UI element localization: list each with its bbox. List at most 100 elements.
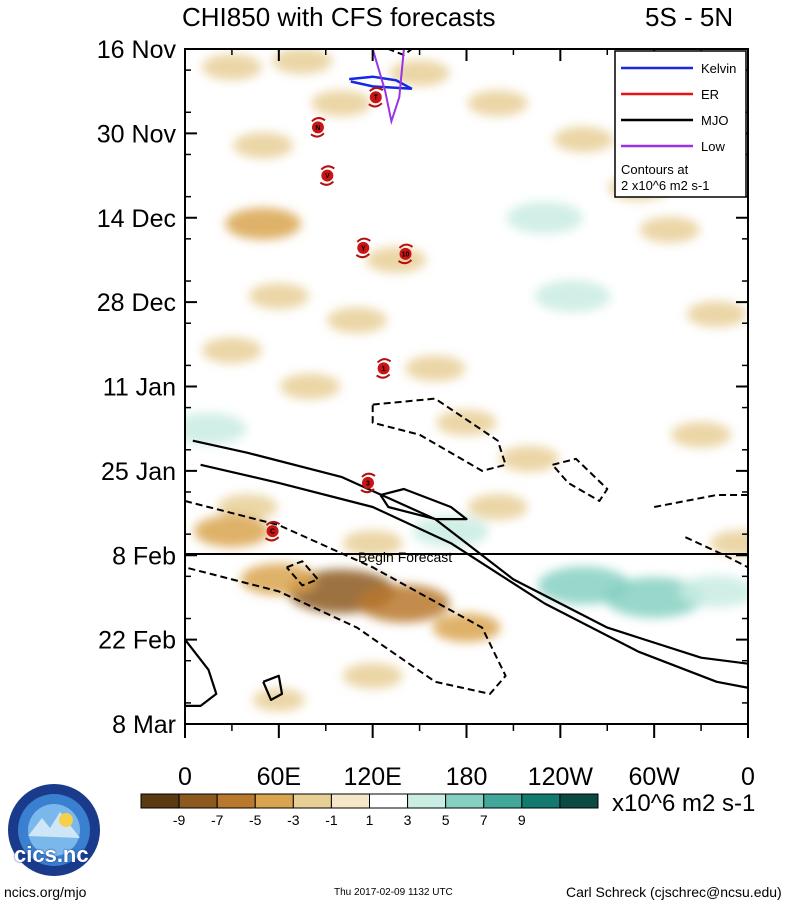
colorbar-label: 5 [442, 812, 450, 828]
legend-box [614, 50, 747, 198]
units-label: x10^6 m2 s-1 [612, 790, 756, 817]
anomaly-cell [467, 494, 528, 521]
anomaly-cell [420, 168, 481, 195]
storm-marker: V [319, 165, 335, 186]
colorbar-label: 9 [518, 812, 526, 828]
kelvin-contour [349, 75, 413, 91]
x-tick-label: 120W [528, 763, 594, 791]
storm-body [399, 247, 412, 260]
anomaly-cell [342, 662, 403, 689]
storm-marker: T [368, 86, 384, 108]
storm-label: T [374, 95, 379, 102]
storm-body [357, 241, 370, 254]
anomaly-cell [639, 216, 700, 243]
storm-label: C [270, 529, 275, 536]
colorbar-swatch [292, 793, 332, 809]
anomaly-cell [686, 301, 747, 328]
low-contour [371, 49, 405, 126]
anomaly-cell [710, 530, 748, 557]
anomaly-cell [186, 252, 247, 279]
anomaly-cell [366, 246, 427, 273]
mjo-contour-positive [262, 674, 284, 701]
x-tick-label: 120E [343, 763, 401, 791]
storm-swirl [264, 520, 281, 542]
y-tick-label: 28 Dec [97, 289, 176, 317]
colorbar-label: -3 [287, 812, 300, 828]
mjo-contour-positive [192, 439, 748, 665]
anomaly-cell [671, 421, 732, 448]
colorbar-swatch [330, 793, 370, 809]
storm-body [321, 169, 334, 182]
storm-label: 1 [382, 366, 386, 373]
anomaly-cell [405, 289, 466, 316]
storm-swirl [368, 86, 384, 108]
storm-label: N [315, 125, 320, 132]
footer-url[interactable]: ncics.org/mjo [4, 884, 87, 900]
anomaly-cell [389, 60, 450, 87]
colorbar-swatch [216, 793, 256, 809]
colorbar: -9 -7 -5 -3 -1 1 3 5 7 9 [140, 793, 599, 828]
storm-label: 3 [366, 480, 370, 487]
y-tick-label: 11 Jan [103, 374, 176, 402]
storm-label: 10 [402, 251, 410, 258]
mjo-contour-negative [387, 49, 413, 56]
storm-swirl [319, 165, 335, 186]
x-tick-label: 60E [257, 763, 301, 791]
legend-label-mjo: MJO [701, 113, 728, 128]
x-tick-label: 0 [178, 763, 192, 791]
storm-label: Y [361, 245, 366, 252]
storm-marker: Y [355, 237, 371, 259]
mjo-contour-negative [684, 536, 748, 569]
anomaly-cell [280, 373, 341, 400]
legend: Kelvin ER MJO Low Contours at2 x10^6 m2 s-1 [614, 50, 747, 198]
anomaly-cell [311, 90, 372, 117]
anomaly-cell [193, 515, 270, 548]
y-axis: 16 Nov 30 Nov 14 Dec 28 Dec 11 Jan 25 Jan 8 Fe… [97, 36, 748, 739]
footer-author: Carl Schreck (cjschrec@ncsu.edu) [566, 884, 782, 900]
anomaly-cell [327, 307, 388, 334]
colorbar-swatch [407, 793, 447, 809]
colorbar-swatch [254, 793, 294, 809]
storm-marker: C [264, 520, 281, 542]
anomaly-cell [436, 409, 497, 436]
anomaly-cell [405, 355, 466, 382]
anomaly-cell [217, 90, 278, 117]
anomaly-cell [248, 283, 309, 310]
legend-label-er: ER [701, 87, 719, 102]
y-tick-label: 30 Nov [97, 120, 177, 148]
legend-note-1: Contours at [621, 162, 689, 177]
y-tick-label: 14 Dec [97, 205, 176, 233]
storm-label: V [325, 173, 330, 180]
forecast-label: Begin Forecast [358, 549, 452, 565]
anomaly-cell [240, 563, 317, 596]
anomaly-cell [201, 337, 262, 364]
mjo-contour-positive [379, 487, 468, 521]
wave-contours [349, 49, 413, 126]
colorbar-swatch [140, 793, 180, 809]
anomaly-cell [671, 686, 732, 713]
anomaly-cell [233, 132, 294, 159]
anomaly-cell [592, 265, 653, 292]
anomaly-cell [311, 192, 372, 219]
storm-markers: T N V Y 10 1 3 C [264, 86, 414, 542]
x-tick-label: 60W [628, 763, 680, 791]
storm-marker: 3 [360, 472, 376, 494]
storm-body [377, 362, 390, 375]
anomaly-cell [467, 240, 528, 267]
anomaly-cell [225, 207, 302, 240]
cics-logo [4, 780, 104, 880]
anomaly-cell [491, 319, 552, 346]
anomaly-cell [561, 518, 622, 545]
colorbar-swatch [369, 793, 409, 809]
storm-swirl [310, 117, 326, 138]
y-tick-label: 8 Mar [112, 711, 176, 739]
colorbar-swatch [521, 793, 561, 809]
mjo-contour-positive [200, 463, 748, 689]
storm-marker: N [310, 117, 326, 138]
colorbar-label: -7 [211, 812, 224, 828]
anomaly-cell [295, 439, 356, 466]
anomaly-cell [185, 156, 231, 183]
storm-swirl [376, 358, 392, 379]
anomaly-cell [499, 445, 560, 472]
anomaly-cell [185, 412, 247, 445]
